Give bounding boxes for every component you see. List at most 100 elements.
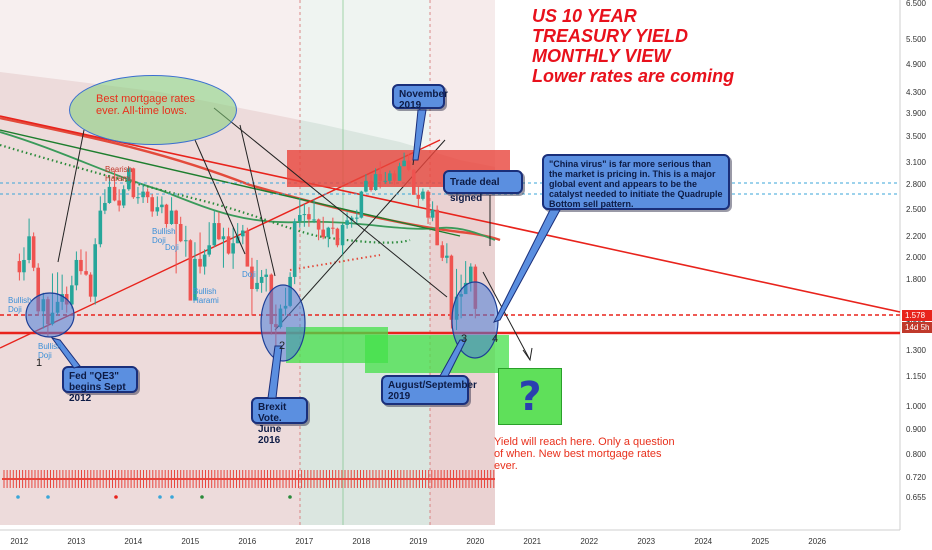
candle-body	[378, 174, 382, 181]
x-tick-label: 2015	[181, 537, 200, 546]
candle-body	[364, 180, 368, 192]
y-tick-label: 0.720	[905, 472, 926, 482]
candle-body	[74, 259, 79, 286]
candle-body	[141, 191, 145, 198]
candle-body	[36, 267, 41, 312]
candle-body	[373, 174, 378, 191]
candle-body	[383, 180, 388, 182]
pointer-china	[493, 209, 561, 323]
candle-body	[178, 223, 183, 242]
candle-body	[449, 255, 454, 320]
arrow-mortgage-2	[194, 139, 246, 255]
candle-body	[217, 223, 221, 240]
y-tick-label: 3.500	[905, 132, 926, 142]
candle-body	[22, 259, 26, 273]
indicator-dot	[114, 495, 118, 499]
y-tick-label: 2.800	[905, 180, 926, 190]
y-tick-label: 2.500	[905, 204, 926, 214]
bottom-number-1: 1	[36, 357, 43, 369]
x-tick-label: 2025	[751, 537, 770, 546]
candle-body	[397, 166, 402, 181]
candle-body	[255, 282, 259, 290]
candle-body	[131, 168, 136, 198]
candle-body	[468, 266, 473, 283]
x-tick-label: 2023	[637, 537, 656, 546]
candle-body	[70, 285, 74, 305]
candle-body	[103, 202, 107, 211]
candle-body	[326, 227, 331, 238]
yield-target-note: Yield will reach here. Only a question o…	[494, 436, 675, 472]
x-tick-label: 2016	[238, 537, 257, 546]
y-tick-label: 1.150	[905, 371, 926, 381]
candle-body	[150, 197, 154, 212]
candle-body	[435, 209, 439, 246]
candle-body	[145, 191, 150, 198]
arrow-target	[482, 271, 531, 361]
candle-body	[345, 220, 349, 225]
callout-china-virus: "China virus" is far more serious than t…	[542, 154, 730, 210]
x-tick-label: 2017	[295, 537, 314, 546]
candle-body	[411, 169, 416, 195]
candle-body	[241, 230, 245, 237]
candle-body	[445, 255, 449, 258]
y-tick-label: 0.800	[905, 450, 926, 460]
bottom-number-3: 3	[461, 333, 468, 345]
candle-body	[298, 214, 302, 222]
candle-body	[93, 244, 97, 297]
candle-body	[331, 227, 335, 229]
indicator-strip	[2, 470, 495, 499]
bottom-number-4: 4	[492, 333, 499, 345]
candle-body	[212, 223, 217, 246]
candle-body	[155, 207, 160, 212]
candle-body	[349, 217, 354, 221]
candle-body	[312, 219, 316, 221]
callout-november: November 2019	[392, 84, 448, 111]
candle-body	[117, 200, 121, 206]
candle-body	[184, 240, 188, 242]
y-tick-label: 3.900	[905, 108, 926, 118]
ma-green-dotted	[0, 143, 411, 244]
candle-body	[250, 266, 254, 290]
candle-body	[160, 204, 164, 208]
candle-body	[127, 168, 131, 190]
candle-body	[31, 236, 36, 268]
candle-body	[426, 191, 430, 218]
candle-body	[264, 274, 268, 277]
candle-body	[416, 194, 421, 199]
x-tick-label: 2013	[67, 537, 86, 546]
candle-body	[207, 245, 211, 255]
x-tick-label: 2019	[409, 537, 428, 546]
x-tick-label: 2022	[580, 537, 599, 546]
arrow-target-head	[522, 347, 533, 362]
y-tick-label: 0.900	[905, 424, 926, 434]
x-tick-label: 2024	[694, 537, 713, 546]
y-tick-label: 6.500	[905, 0, 926, 8]
indicator-dot	[16, 495, 20, 499]
candle-body	[84, 271, 88, 275]
label-doji-2: Doji	[242, 270, 256, 279]
y-tick-label: 4.300	[905, 87, 926, 97]
label-bearish-harami: Bearish Harami	[105, 165, 133, 183]
y-tick-label: 2.200	[905, 232, 926, 242]
callout-aug-sep: August/September 2019	[381, 375, 477, 405]
title-line-1: US 10 YEAR	[532, 6, 637, 26]
chart-title: US 10 YEAR TREASURY YIELD MONTHLY VIEW L…	[532, 6, 734, 86]
arrow-mortgage-4	[239, 124, 276, 277]
candle-body	[27, 236, 31, 260]
candle-body	[335, 228, 340, 246]
indicator-dot	[46, 495, 50, 499]
candle-body	[388, 173, 392, 181]
candle-body	[392, 173, 397, 181]
candle-body	[421, 191, 425, 199]
pointer-aug-sep	[439, 339, 467, 377]
pointer-qe3	[50, 337, 81, 369]
annotation-arrows	[57, 107, 533, 362]
mortgage-note: Best mortgage rates ever. All-time lows.	[96, 93, 196, 117]
indicator-dot	[288, 495, 292, 499]
bottom-circles	[25, 281, 499, 362]
candle-body	[406, 160, 411, 170]
label-bullish-doji-2: Bullish Doji	[38, 342, 62, 360]
label-bullish-doji-4: Bullish Doji	[152, 227, 176, 245]
callout-qe3: Fed "QE3" begins Sept 2012	[62, 366, 138, 404]
candle-body	[107, 186, 112, 203]
